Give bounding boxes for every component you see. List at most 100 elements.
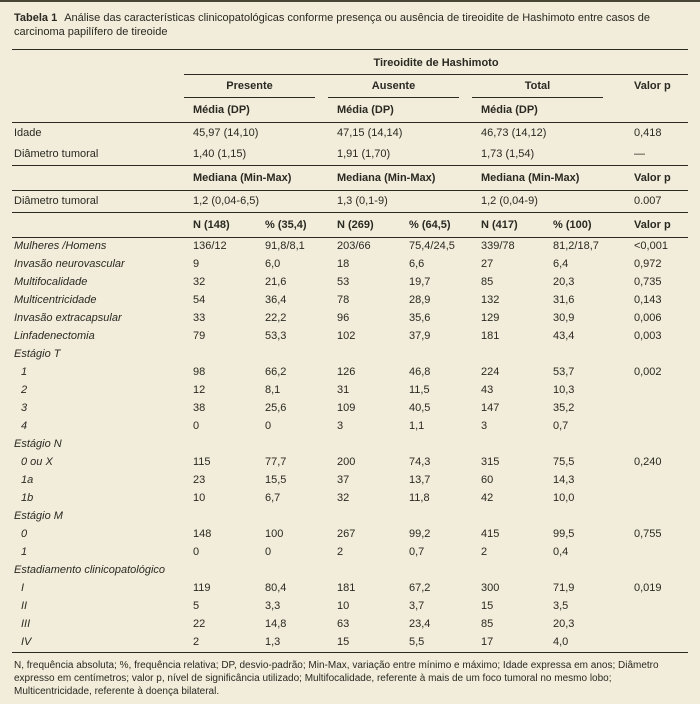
row-label: Multicentricidade bbox=[14, 294, 97, 306]
cell-value: 36,4 bbox=[265, 294, 287, 306]
table-row: II 5 3,3 10 3,7 15 3,5 bbox=[12, 598, 688, 616]
table-caption-text: Análise das características clinicopatol… bbox=[14, 12, 650, 38]
group-header-row: Presente Ausente Total Valor p bbox=[12, 75, 688, 98]
cell-value: 0 bbox=[193, 546, 200, 558]
cell-value: 102 bbox=[337, 330, 356, 342]
media-dp-header-ausente: Média (DP) bbox=[328, 98, 472, 123]
cell-value: 1,3 bbox=[256, 634, 328, 653]
group-header-total-label: Total bbox=[472, 77, 603, 98]
media-dp-header-total: Média (DP) bbox=[472, 98, 616, 123]
row-label: Multifocalidade bbox=[14, 276, 88, 288]
section-label: Estágio M bbox=[14, 510, 63, 522]
p-value: 0,735 bbox=[634, 276, 662, 288]
row-label: Idade bbox=[14, 127, 42, 139]
table-row: Idade 45,97 (14,10) 47,15 (14,14) 46,73 (14… bbox=[12, 123, 688, 145]
cell-value: 99,2 bbox=[409, 528, 431, 540]
p-value bbox=[616, 616, 688, 634]
p-value bbox=[616, 598, 688, 616]
cell-value: 11,8 bbox=[409, 492, 430, 504]
cell-value: 78 bbox=[337, 294, 350, 306]
group-header-ausente: Ausente bbox=[328, 75, 472, 98]
cell-value: 5,5 bbox=[400, 634, 472, 653]
row-label: 1 bbox=[21, 366, 28, 378]
cell-value: 53 bbox=[337, 276, 350, 288]
cell-value: 267 bbox=[337, 528, 356, 540]
cell-value: 75,5 bbox=[553, 456, 575, 468]
cell-value: 37 bbox=[337, 474, 350, 486]
cell-value: 129 bbox=[481, 312, 500, 324]
cell-value: 46,8 bbox=[409, 366, 431, 378]
row-label: Mulheres /Homens bbox=[14, 240, 107, 252]
table-row: 1 98 66,2 126 46,8 224 53,7 0,002 bbox=[12, 364, 688, 382]
mediana-header-ausente: Mediana (Min-Max) bbox=[328, 165, 472, 191]
cell-value: 71,9 bbox=[553, 582, 575, 594]
count-rows-section: Mulheres /Homens 136/12 91,8/8,1 203/66 75,4… bbox=[12, 238, 688, 653]
cell-value: 28,9 bbox=[409, 294, 431, 306]
row-label: 1b bbox=[21, 492, 34, 504]
cell-value: 6,6 bbox=[409, 258, 425, 270]
p-value: 0,418 bbox=[634, 127, 662, 139]
cell-value: 119 bbox=[193, 582, 211, 594]
stat-value: 1,3 (0,1-9) bbox=[328, 190, 472, 213]
cell-value: 300 bbox=[481, 582, 500, 594]
mean-rows-section: Idade 45,97 (14,10) 47,15 (14,14) 46,73 (14… bbox=[12, 123, 688, 166]
group-header-presente: Presente bbox=[184, 75, 328, 98]
cell-value: 23 bbox=[193, 474, 206, 486]
table-row: 4 0 0 3 1,1 3 0,7 bbox=[12, 418, 688, 436]
cell-value: 100 bbox=[265, 528, 284, 540]
clinicopathological-table: Tireoidite de Hashimoto Presente Ausente… bbox=[12, 49, 688, 653]
mediana-header-presente: Mediana (Min-Max) bbox=[184, 165, 328, 191]
cell-value: 200 bbox=[337, 456, 356, 468]
cell-value: 32 bbox=[193, 276, 206, 288]
cell-value: 136/12 bbox=[193, 240, 227, 252]
p-value bbox=[616, 382, 688, 400]
cell-value: 181 bbox=[481, 330, 500, 342]
table-row: 1 0 0 2 0,7 2 0,4 bbox=[12, 544, 688, 562]
cell-value: 31,6 bbox=[553, 294, 575, 306]
table-row: 2 12 8,1 31 11,5 43 10,3 bbox=[12, 382, 688, 400]
p-value: 0,019 bbox=[634, 582, 662, 594]
row-label: 1 bbox=[21, 546, 28, 558]
p-value bbox=[616, 418, 688, 436]
cell-value: 99,5 bbox=[553, 528, 575, 540]
table-number-label: Tabela 1 bbox=[14, 12, 58, 24]
cell-value: 315 bbox=[481, 456, 500, 468]
cell-value: 22,2 bbox=[265, 312, 287, 324]
cell-value: 75,4/24,5 bbox=[409, 240, 455, 252]
n-presente-header: N (148) bbox=[184, 212, 256, 238]
cell-value: 18 bbox=[337, 258, 350, 270]
valor-p-header: Valor p bbox=[634, 80, 671, 92]
cell-value: 53,7 bbox=[553, 366, 575, 378]
group-header-ausente-label: Ausente bbox=[328, 77, 459, 98]
cell-value: 1,1 bbox=[409, 420, 425, 432]
cell-value: 15,5 bbox=[265, 474, 287, 486]
p-value: 0,143 bbox=[634, 294, 662, 306]
section-label: Estadiamento clinicopatológico bbox=[14, 564, 166, 576]
cell-value: 30,9 bbox=[553, 312, 575, 324]
stat-value: 45,97 (14,10) bbox=[193, 127, 259, 139]
cell-value: 15 bbox=[328, 634, 400, 653]
valor-p-header-mediana: Valor p bbox=[616, 165, 688, 191]
p-value: — bbox=[616, 144, 688, 166]
cell-value: 67,2 bbox=[409, 582, 431, 594]
cell-value: 9 bbox=[193, 258, 200, 270]
cell-value: 3,5 bbox=[553, 600, 569, 612]
cell-value: 32 bbox=[337, 492, 350, 504]
cell-value: 91,8/8,1 bbox=[265, 240, 305, 252]
mediana-header-total: Mediana (Min-Max) bbox=[472, 165, 616, 191]
cell-value: 33 bbox=[193, 312, 206, 324]
table-row: Diâmetro tumoral 1,2 (0,04-6,5) 1,3 (0,1-9… bbox=[12, 190, 688, 213]
cell-value: 132 bbox=[481, 294, 500, 306]
p-value bbox=[616, 472, 688, 490]
count-header-row: N (148) % (35,4) N (269) % (64,5) N (417… bbox=[12, 212, 688, 238]
cell-value: 98 bbox=[193, 366, 206, 378]
cell-value: 42 bbox=[481, 492, 494, 504]
cell-value: 3 bbox=[481, 420, 488, 432]
p-value: 0,003 bbox=[634, 330, 662, 342]
table-row: Linfadenectomia 79 53,3 102 37,9 181 43,4 0,003 bbox=[12, 328, 688, 346]
cell-value: 8,1 bbox=[265, 384, 281, 396]
cell-value: 20,3 bbox=[553, 618, 575, 630]
row-label: 0 bbox=[21, 528, 28, 540]
cell-value: 85 bbox=[481, 618, 494, 630]
table-row: Invasão extracapsular 33 22,2 96 35,6 129 30,9… bbox=[12, 310, 688, 328]
